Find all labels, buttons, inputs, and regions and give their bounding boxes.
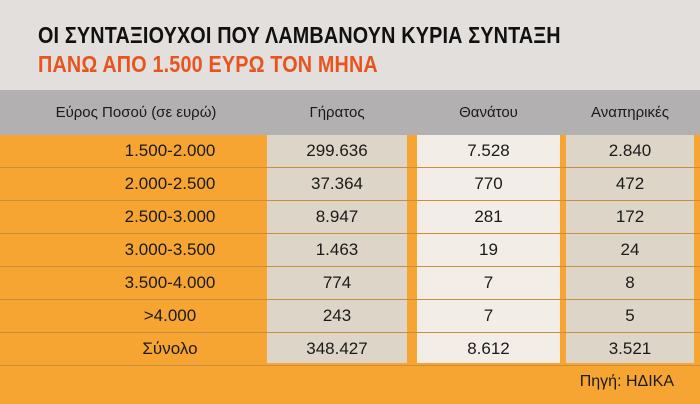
cell-death: 19: [479, 240, 498, 259]
cell-disability: 8: [625, 273, 635, 292]
header-row: [0, 90, 700, 135]
column-death-bg: [417, 135, 560, 363]
cell-old-age: 37.364: [311, 174, 363, 193]
cell-old-age: 8.947: [315, 207, 359, 226]
cell-range: 1.500-2.000: [124, 141, 216, 160]
cell-disability: 172: [615, 207, 645, 226]
row-divider: [0, 365, 700, 366]
table-subtitle: ΠΑΝΩ ΑΠΟ 1.500 ΕΥΡΩ ΤΟΝ ΜΗΝΑ: [38, 51, 378, 77]
row-divider: [0, 299, 700, 300]
cell-range: >4.000: [143, 306, 197, 325]
cell-disability: 3.521: [608, 339, 652, 358]
column-old-age-bg: [267, 135, 407, 363]
cell-disability: 24: [620, 240, 640, 259]
cell-death: 770: [474, 174, 503, 193]
cell-range: Σύνολο: [142, 339, 198, 358]
row-divider: [0, 266, 700, 267]
header-old-age: Γήρατος: [309, 104, 365, 121]
title-block: ΟΙ ΣΥΝΤΑΞΙΟΥΧΟΙ ΠΟΥ ΛΑΜΒΑΝΟΥΝ ΚΥΡΙΑ ΣΥΝΤ…: [0, 0, 700, 90]
cell-disability: 5: [625, 306, 635, 325]
row-divider: [0, 200, 700, 201]
header-range: Εύρος Ποσού (σε ευρώ): [55, 104, 217, 121]
cell-old-age: 774: [322, 273, 352, 292]
header-disability: Αναπηρικές: [591, 104, 669, 121]
cell-disability: 472: [615, 174, 645, 193]
cell-death: 281: [474, 207, 503, 226]
table-title: ΟΙ ΣΥΝΤΑΞΙΟΥΧΟΙ ΠΟΥ ΛΑΜΒΑΝΟΥΝ ΚΥΡΙΑ ΣΥΝΤ…: [38, 22, 561, 48]
row-divider: [0, 332, 700, 333]
cell-range: 3.000-3.500: [124, 240, 216, 259]
cell-range: 2.500-3.000: [124, 207, 216, 226]
cell-death: 7: [483, 273, 494, 292]
row-divider: [0, 233, 700, 234]
cell-range: 2.000-2.500: [124, 174, 216, 193]
row-divider: [0, 167, 700, 168]
cell-old-age: 243: [322, 306, 352, 325]
column-disability-bg: [566, 135, 694, 363]
header-death: Θανάτου: [459, 104, 518, 121]
source-band: [0, 367, 700, 404]
cell-disability: 2.840: [608, 141, 652, 160]
cell-death: 7: [483, 306, 494, 325]
cell-death: 8.612: [467, 339, 510, 358]
cell-death: 7.528: [467, 141, 510, 160]
cell-old-age: 299.636: [306, 141, 368, 160]
cell-old-age: 1.463: [315, 240, 359, 259]
cell-range: 3.500-4.000: [124, 273, 216, 292]
cell-old-age: 348.427: [306, 339, 368, 358]
source-note: Πηγή: ΗΔΙΚΑ: [579, 373, 674, 390]
